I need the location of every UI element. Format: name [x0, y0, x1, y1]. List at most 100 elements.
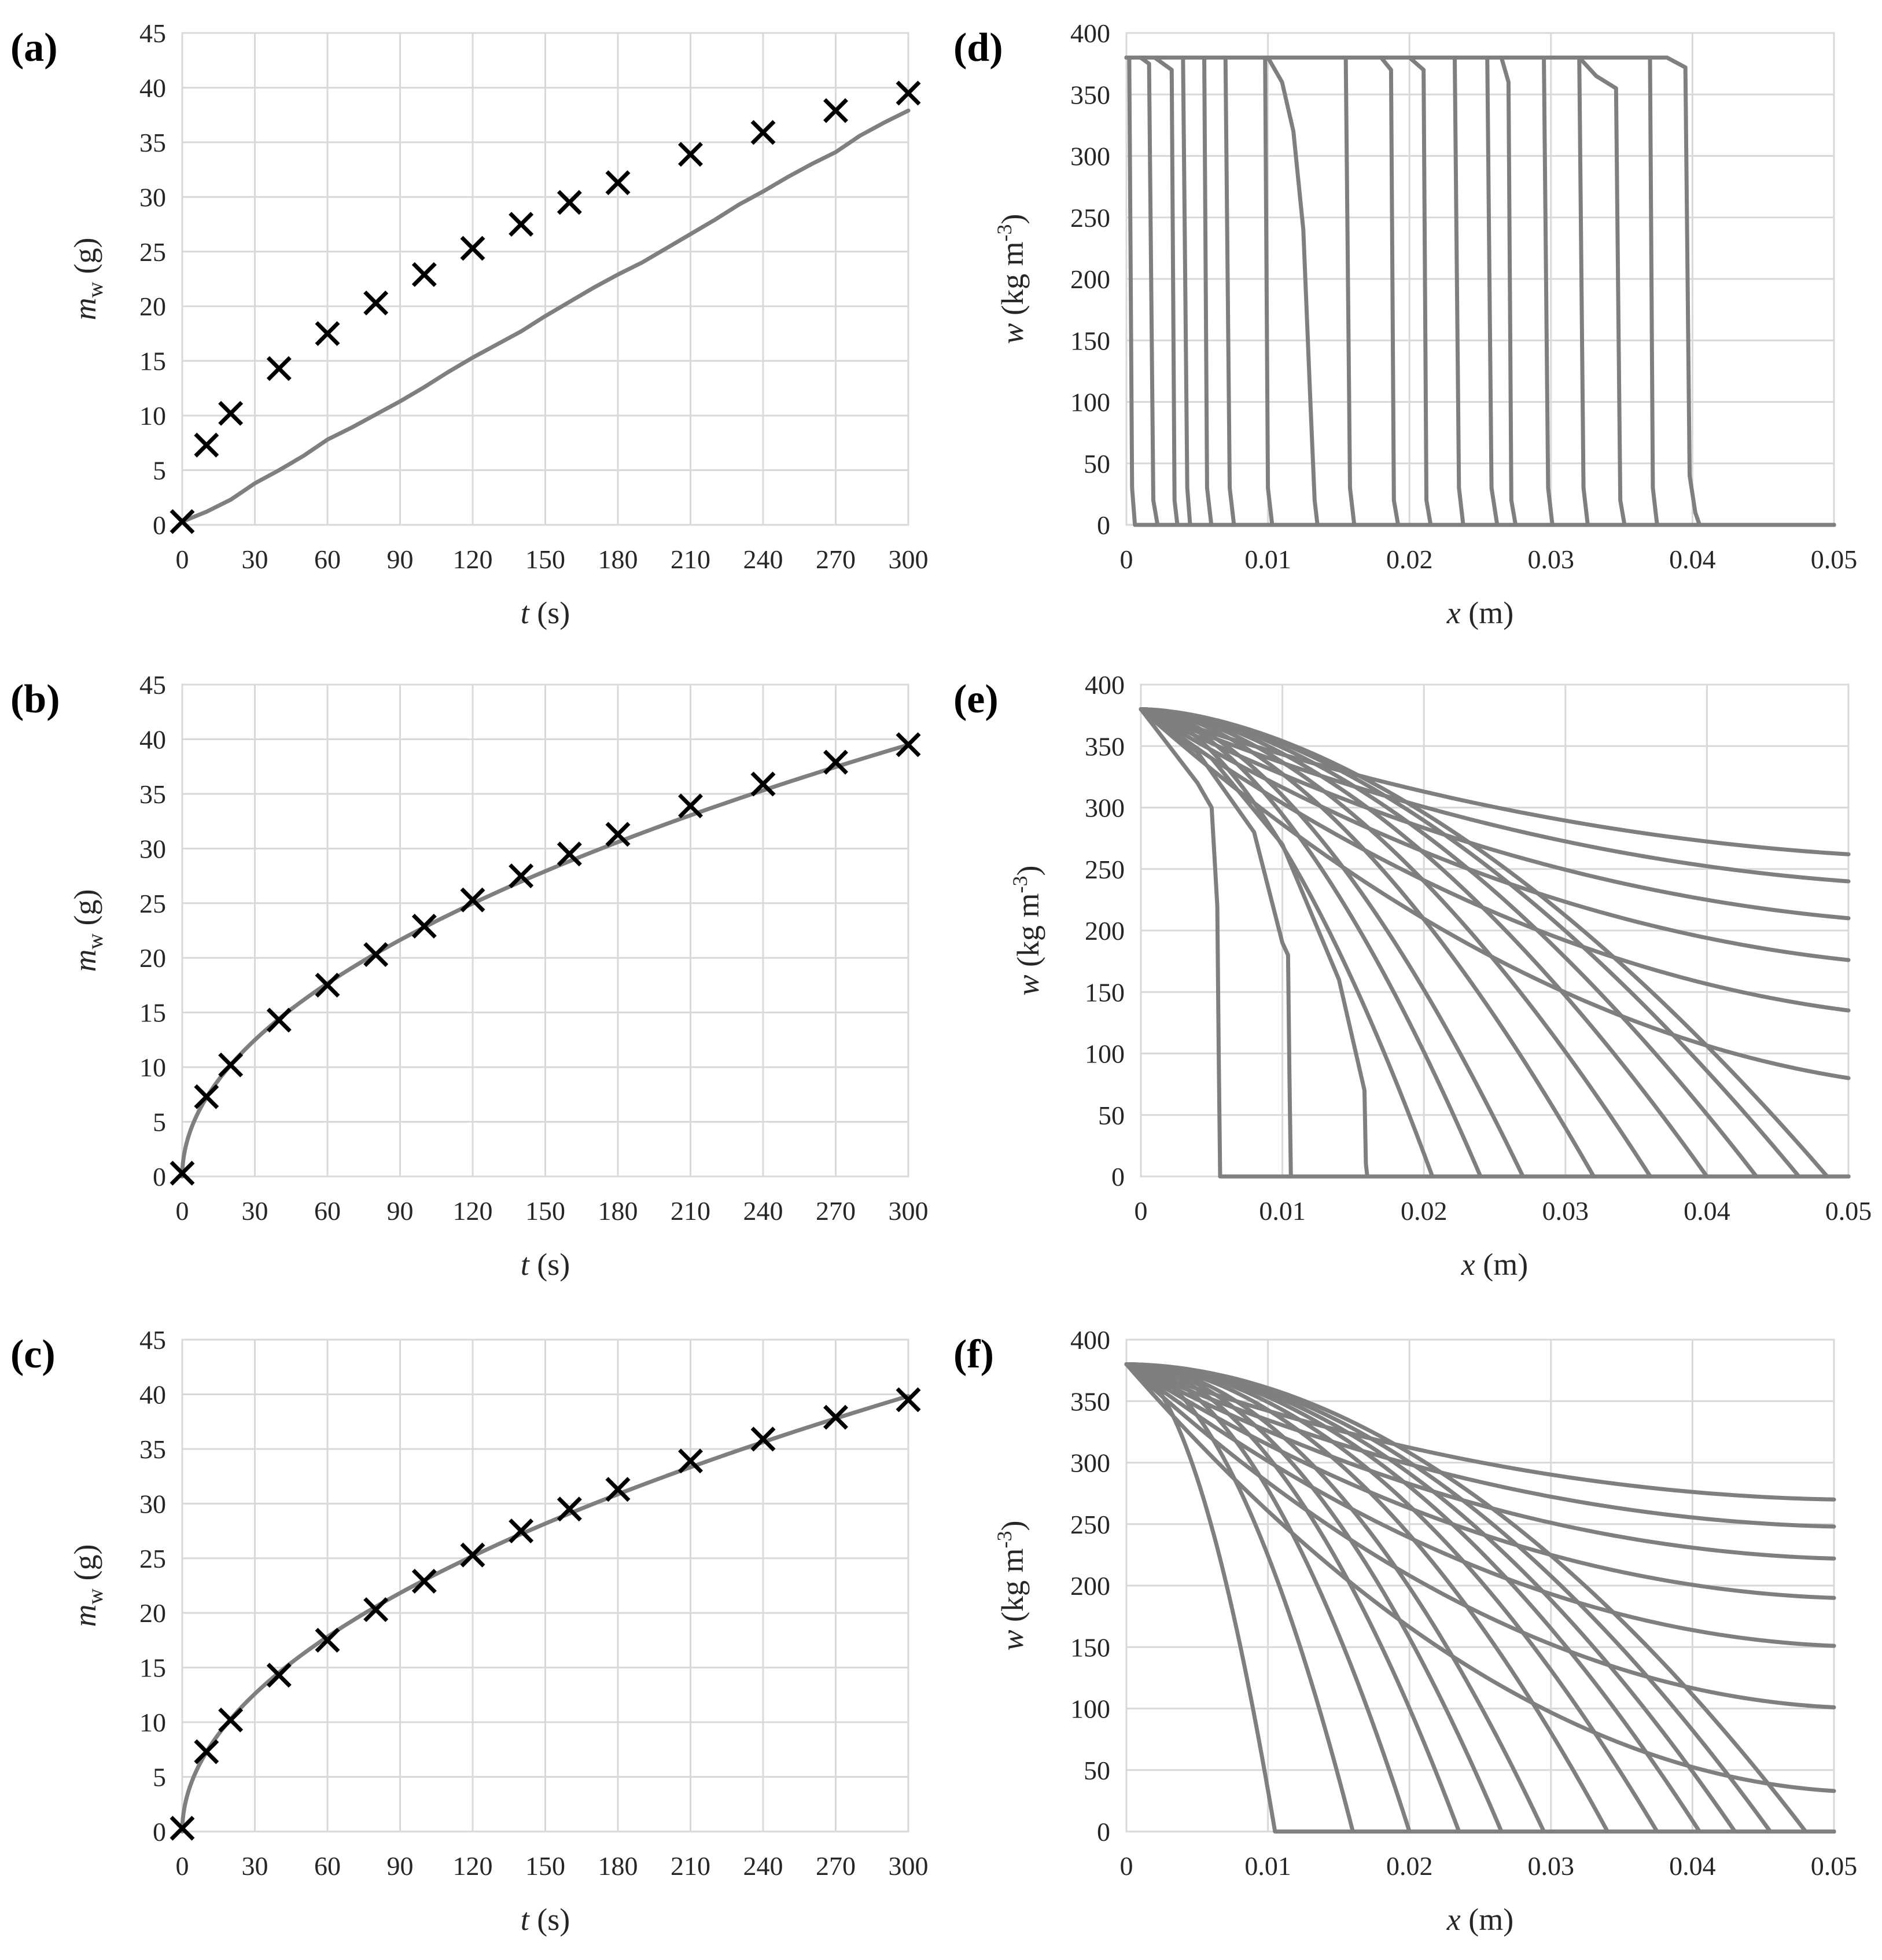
y-tick-label: 50: [1098, 1101, 1125, 1130]
data-point-marker: [194, 432, 219, 458]
x-tick-label: 300: [889, 545, 929, 574]
chart-panel-f: 0 0.01 0.02 0.03 0.04 0.05 0 50 100 150 200 250 300 3…: [953, 1325, 1857, 1937]
data-point-marker: [315, 972, 340, 998]
data-point-marker: [678, 142, 703, 167]
series-group: [180, 1394, 911, 1834]
data-point-marker: [218, 400, 244, 426]
x-axis-label: t (s): [521, 1247, 570, 1282]
series-line-t18: [1124, 56, 1836, 527]
chart-panel-a: 0 30 60 90 120 150 180 210 240 270 300 0 5 10 15 20 25 30…: [10, 19, 929, 630]
x-tick-label: 30: [242, 1851, 268, 1881]
series-line-end_w262: [1139, 707, 1851, 856]
y-tick-label: 40: [139, 1380, 166, 1409]
series-line-t15: [1124, 56, 1836, 527]
series-line-t8: [1124, 56, 1836, 527]
x-tick-label: 120: [453, 545, 493, 574]
x-tick-label: 0: [1120, 545, 1133, 574]
y-tick-label: 150: [1085, 977, 1125, 1007]
y-tick-label: 0: [153, 1817, 166, 1847]
plot-frame: [181, 32, 909, 526]
x-tick-label: 270: [816, 545, 856, 574]
x-tick-label: 0.05: [1811, 545, 1858, 574]
panel-label: (b): [10, 677, 60, 722]
data-point-marker: [170, 509, 195, 534]
series-line-end_w135: [1139, 707, 1851, 1013]
series-group: [180, 108, 911, 524]
series-group: [1124, 56, 1836, 527]
y-tick-label: 200: [1085, 916, 1125, 946]
x-tick-label: 0: [176, 1196, 189, 1226]
data-point-marker: [460, 1542, 485, 1568]
x-tick-label: 0.02: [1386, 545, 1433, 574]
x-axis-unit: (s): [529, 1247, 570, 1282]
series-line-t3: [1139, 707, 1851, 1179]
x-tick-label: 0.01: [1259, 1196, 1306, 1226]
y-axis-variable: w: [995, 323, 1030, 344]
series-line-model: [180, 1394, 911, 1834]
x-tick-label: 0.03: [1528, 545, 1575, 574]
y-tick-label: 30: [139, 182, 166, 212]
data-point-marker: [170, 1160, 195, 1186]
y-tick-label: 20: [139, 292, 166, 321]
data-point-marker: [823, 1404, 848, 1430]
x-tick-label: 0.03: [1528, 1851, 1575, 1881]
y-tick-label: 35: [139, 128, 166, 157]
data-point-marker: [896, 80, 921, 106]
series-line-t1: [1124, 56, 1836, 527]
series-line-t12: [1124, 56, 1836, 527]
x-tick-label: 270: [816, 1851, 856, 1881]
series-line-end_w240: [1139, 707, 1851, 884]
data-point-marker: [194, 1084, 219, 1109]
series-line-t5: [1124, 56, 1836, 527]
data-point-marker: [411, 262, 437, 287]
y-tick-label: 200: [1070, 264, 1110, 294]
y-axis-label: mw (g): [68, 1545, 108, 1627]
data-point-marker: [896, 1387, 921, 1413]
data-point-marker: [363, 290, 389, 316]
panel-label: (c): [10, 1332, 56, 1377]
y-tick-label: 0: [1097, 1817, 1110, 1847]
data-point-marker: [266, 356, 292, 381]
data-point-marker: [411, 1568, 437, 1594]
series-line-model: [180, 108, 911, 524]
data-point-marker: [509, 1518, 534, 1544]
x-tick-label: 150: [525, 1196, 565, 1226]
x-axis-variable: t: [521, 595, 531, 630]
y-axis-variable: m: [68, 297, 102, 320]
y-tick-label: 35: [139, 1435, 166, 1464]
series-line-end_d26.5: [1124, 1362, 1836, 1834]
series-line-end_d48.5: [1139, 707, 1851, 1179]
y-axis-subscript: w: [83, 1588, 108, 1604]
series-line-t11: [1124, 56, 1836, 527]
y-tick-label: 300: [1070, 142, 1110, 171]
series-line-end_w176: [1139, 707, 1851, 962]
y-axis-unit: (kg m: [995, 1548, 1030, 1630]
y-tick-label: 350: [1070, 80, 1110, 109]
y-tick-label: 10: [139, 1053, 166, 1082]
y-tick-label: 200: [1070, 1571, 1110, 1601]
y-axis-variable: m: [68, 949, 102, 972]
x-tick-label: 150: [525, 545, 565, 574]
y-tick-label: 50: [1084, 449, 1110, 479]
x-tick-label: 60: [314, 1851, 341, 1881]
series-line-end_d43.5: [1139, 707, 1851, 1179]
y-tick-label: 15: [139, 347, 166, 376]
x-axis-variable: x: [1461, 1247, 1475, 1282]
y-tick-label: 0: [153, 510, 166, 540]
y-axis-label: mw (g): [68, 889, 108, 972]
x-axis-variable: x: [1446, 595, 1461, 630]
y-tick-label: 5: [153, 456, 166, 486]
y-tick-label: 10: [139, 401, 166, 431]
panel-label: (e): [953, 677, 999, 722]
x-axis-label: x (m): [1446, 1902, 1513, 1937]
y-tick-label: 25: [139, 1544, 166, 1573]
series-group: [1139, 707, 1851, 1179]
y-tick-label: 15: [139, 998, 166, 1028]
chart-panel-b: 0 30 60 90 120 150 180 210 240 270 300 0 5 10 15 20 25 30…: [10, 670, 929, 1282]
series-group: [180, 742, 911, 1179]
series-line-t3: [1124, 56, 1836, 527]
y-tick-label: 250: [1070, 1510, 1110, 1539]
y-tick-label: 25: [139, 889, 166, 918]
y-axis-superscript: -3: [1008, 876, 1032, 893]
chart-panel-d: 0 0.01 0.02 0.03 0.04 0.05 0 50 100 150 200 250 300 3…: [953, 19, 1857, 630]
